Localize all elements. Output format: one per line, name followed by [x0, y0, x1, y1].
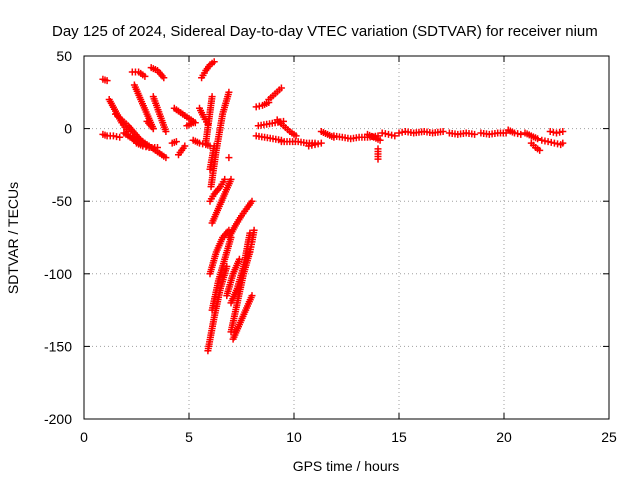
- data-series: [225, 154, 233, 162]
- data-point-marker: [317, 139, 325, 147]
- data-series: [147, 64, 168, 82]
- data-point-marker: [248, 197, 256, 205]
- data-series: [445, 129, 479, 138]
- chart-title: Day 125 of 2024, Sidereal Day-to-day VTE…: [52, 23, 598, 40]
- y-tick-label: 50: [56, 48, 72, 64]
- data-point-marker: [277, 84, 285, 92]
- data-series: [204, 263, 231, 355]
- data-series: [175, 142, 189, 159]
- data-point-marker: [391, 132, 399, 140]
- data-series: [504, 126, 525, 138]
- data-point-marker: [208, 93, 216, 101]
- data-point-marker: [534, 135, 542, 143]
- data-point-marker: [223, 263, 231, 271]
- data-point-marker: [374, 155, 382, 163]
- data-series: [168, 138, 180, 147]
- data-point-marker: [160, 74, 168, 82]
- data-point-marker: [221, 175, 229, 183]
- data-series: [206, 226, 233, 278]
- data-series: [128, 68, 149, 80]
- data-series: [170, 104, 199, 127]
- data-point-marker: [103, 77, 111, 85]
- data-series: [330, 132, 382, 143]
- x-tick-label: 25: [601, 429, 617, 445]
- data-point-marker: [181, 142, 189, 150]
- data-series: [546, 128, 567, 137]
- y-axis-label: SDTVAR / TECUs: [5, 182, 21, 294]
- data-point-marker: [250, 226, 258, 234]
- x-tick-label: 15: [391, 429, 407, 445]
- data-series: [229, 292, 256, 343]
- data-point-marker: [189, 119, 197, 127]
- data-series: [206, 142, 218, 173]
- data-series: [149, 93, 170, 136]
- data-series: [521, 129, 542, 143]
- data-point-marker: [517, 130, 525, 138]
- data-point-marker: [141, 72, 149, 80]
- data-series: [198, 58, 218, 82]
- data-series: [143, 117, 157, 133]
- data-series: [364, 130, 384, 144]
- y-tick-label: 0: [64, 121, 72, 137]
- data-series: [252, 132, 285, 144]
- y-tick-label: -50: [52, 193, 72, 209]
- data-series: [208, 175, 235, 227]
- data-point-marker: [210, 142, 218, 150]
- data-point-marker: [559, 128, 567, 136]
- data-series: [183, 119, 197, 130]
- data-series: [223, 255, 243, 300]
- data-series: [527, 139, 544, 154]
- data-point-marker: [536, 146, 544, 154]
- plot-frame: [83, 55, 610, 420]
- tick-layer: 0 5 10 15 20 25 -200 -150 -100 -50 0 50: [44, 48, 617, 445]
- data-series: [99, 75, 111, 85]
- data-series: [374, 145, 382, 163]
- data-series: [126, 132, 170, 162]
- data-point-marker: [225, 88, 233, 96]
- x-tick-label: 0: [80, 429, 88, 445]
- y-tick-label: -150: [44, 338, 72, 354]
- y-tick-label: -200: [44, 411, 72, 427]
- x-tick-label: 5: [185, 429, 193, 445]
- data-series: [206, 175, 229, 205]
- x-axis-label: GPS time / hours: [293, 458, 400, 474]
- grid-layer: [84, 56, 609, 419]
- data-point-marker: [248, 292, 256, 300]
- data-series: [189, 136, 214, 150]
- data-point-marker: [149, 125, 157, 133]
- data-series: [202, 93, 216, 147]
- data-point-marker: [116, 133, 124, 141]
- data-point-marker: [559, 139, 567, 147]
- data-series: [227, 229, 254, 307]
- data-series: [538, 136, 567, 149]
- data-series: [273, 116, 300, 140]
- y-tick-label: -100: [44, 266, 72, 282]
- data-point-marker: [210, 58, 218, 66]
- data-series: [265, 84, 285, 104]
- x-tick-label: 10: [286, 429, 302, 445]
- data-point-marker: [227, 175, 235, 183]
- data-point-marker: [376, 136, 384, 144]
- data-series: [99, 130, 124, 141]
- data-point-marker: [162, 128, 170, 136]
- data-series: [305, 139, 325, 150]
- data-series: [225, 197, 256, 241]
- x-tick-label: 20: [496, 429, 512, 445]
- data-series: [246, 226, 258, 256]
- data-point-marker: [471, 130, 479, 138]
- data-point-marker: [439, 128, 447, 136]
- data-layer: [99, 58, 567, 355]
- data-series: [378, 129, 399, 140]
- data-point-marker: [162, 154, 170, 162]
- data-series: [395, 128, 447, 137]
- data-point-marker: [172, 138, 180, 146]
- data-point-marker: [225, 154, 233, 162]
